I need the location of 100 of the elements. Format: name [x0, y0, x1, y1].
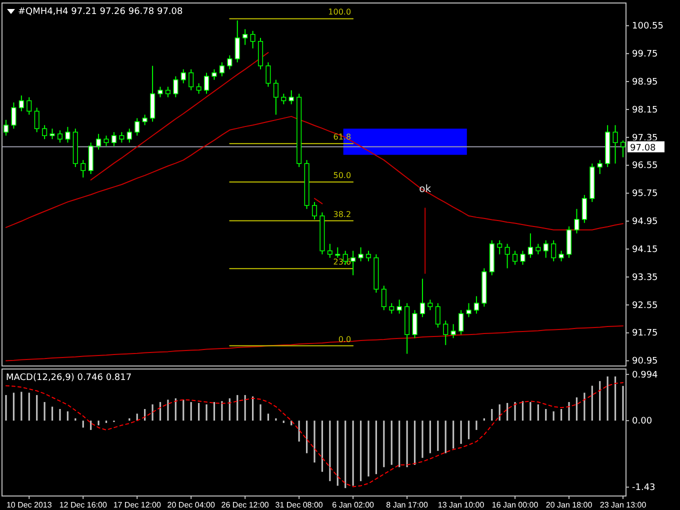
candlestick — [574, 208, 580, 234]
candlestick — [111, 132, 116, 147]
candlestick — [443, 320, 448, 346]
candlestick — [497, 240, 502, 255]
candlestick — [134, 118, 140, 136]
x-tick-label: 31 Dec 08:00 — [275, 500, 324, 510]
candlestick — [450, 324, 456, 339]
candlestick — [96, 133, 102, 150]
candlestick — [227, 54, 232, 70]
x-tick-label: 20 Dec 04:00 — [167, 500, 216, 510]
x-tick-label: 12 Dec 16:00 — [59, 500, 108, 510]
candlestick — [327, 243, 332, 258]
x-tick-label: 26 Dec 12:00 — [221, 500, 270, 510]
candlestick — [119, 132, 124, 144]
candlestick — [396, 299, 402, 314]
candlestick — [435, 302, 440, 328]
series-label: 100.0 — [328, 8, 352, 17]
candlestick — [34, 107, 40, 133]
line-series — [90, 52, 269, 180]
x-tick-label: 13 Jan 10:00 — [438, 500, 485, 510]
y-tick-label: 90.95 — [632, 356, 658, 367]
candlestick — [536, 243, 541, 255]
candlestick — [458, 310, 464, 336]
y-tick-label: 95.75 — [632, 189, 658, 200]
candlestick — [142, 114, 148, 126]
candlestick — [204, 72, 210, 94]
x-tick-label: 10 Dec 2013 — [6, 500, 52, 510]
x-tick-label: 23 Jan 13:00 — [600, 500, 647, 510]
candlestick — [126, 128, 132, 144]
candlestick — [250, 30, 256, 49]
candlestick — [528, 232, 533, 258]
candlestick — [474, 296, 479, 314]
y-tick-label: -1.43 — [632, 483, 656, 494]
candlestick — [466, 302, 472, 318]
candlestick — [350, 250, 356, 276]
x-tick-label: 20 Jan 18:00 — [546, 500, 593, 510]
candlestick — [165, 86, 170, 98]
candlestick — [582, 194, 587, 224]
candlestick — [234, 20, 240, 63]
y-tick-label: 92.55 — [632, 300, 658, 311]
candlestick — [50, 128, 55, 140]
y-tick-label: 97.35 — [632, 133, 658, 144]
candlestick — [366, 250, 372, 262]
candlestick — [57, 130, 63, 144]
y-tick-label: 0.00 — [632, 416, 652, 427]
candlestick — [381, 285, 386, 311]
y-tick-label: 0.994 — [632, 370, 658, 380]
y-tick-label: 100.55 — [632, 22, 664, 32]
y-tick-label: 98.95 — [632, 77, 658, 88]
candlestick — [18, 94, 24, 112]
candlestick — [266, 62, 271, 88]
candlestick — [273, 79, 278, 116]
candlestick — [551, 240, 556, 262]
chart-title: #QMH4,H4 97.21 97.26 96.78 97.08 — [18, 7, 184, 17]
candlestick — [80, 160, 86, 178]
candlestick — [180, 68, 186, 84]
ref-line-label: 97.08 — [630, 143, 656, 154]
candlestick — [212, 68, 217, 80]
series-label: 38.2 — [333, 210, 352, 219]
x-tick-label: 6 Jan 02:00 — [332, 500, 375, 510]
candlestick — [219, 62, 224, 77]
candlestick — [558, 250, 564, 262]
y-tick-label: 98.15 — [632, 105, 658, 116]
y-tick-label: 91.75 — [632, 328, 658, 339]
candlestick — [26, 96, 32, 116]
candlestick — [196, 82, 202, 94]
y-tick-label: 96.55 — [632, 161, 658, 172]
candlestick — [543, 240, 548, 258]
series-label: 50.0 — [333, 171, 352, 180]
candlestick — [412, 310, 418, 339]
x-tick-label: 16 Jan 00:00 — [492, 500, 539, 510]
y-tick-label: 94.15 — [632, 244, 658, 255]
candlestick — [312, 201, 318, 220]
line-series — [6, 116, 624, 230]
candlestick — [504, 243, 510, 269]
y-tick-label: 93.35 — [632, 272, 658, 283]
x-tick-label: 17 Dec 12:00 — [113, 500, 162, 510]
candlestick — [158, 86, 163, 98]
candlestick — [428, 299, 433, 311]
candlestick — [288, 90, 294, 105]
x-tick-label: 8 Jan 17:00 — [386, 500, 429, 510]
candlestick — [520, 250, 526, 266]
candlestick — [188, 68, 194, 91]
y-tick-label: 94.95 — [632, 217, 658, 228]
candlestick — [242, 28, 248, 46]
candlestick — [420, 278, 425, 318]
candlestick — [612, 124, 618, 164]
text: MACD(12,26,9) 0.746 0.817 — [6, 373, 132, 383]
y-tick-label: 99.75 — [632, 49, 658, 60]
candlestick — [42, 124, 48, 140]
line-series — [6, 325, 624, 362]
candlestick — [512, 250, 518, 266]
candlestick — [65, 126, 70, 144]
candlestick — [173, 76, 178, 98]
candlestick — [389, 302, 394, 314]
candlestick — [3, 119, 9, 136]
candlestick — [281, 93, 286, 105]
candlestick — [11, 102, 16, 130]
candlestick — [358, 246, 364, 262]
line-series — [6, 382, 624, 488]
